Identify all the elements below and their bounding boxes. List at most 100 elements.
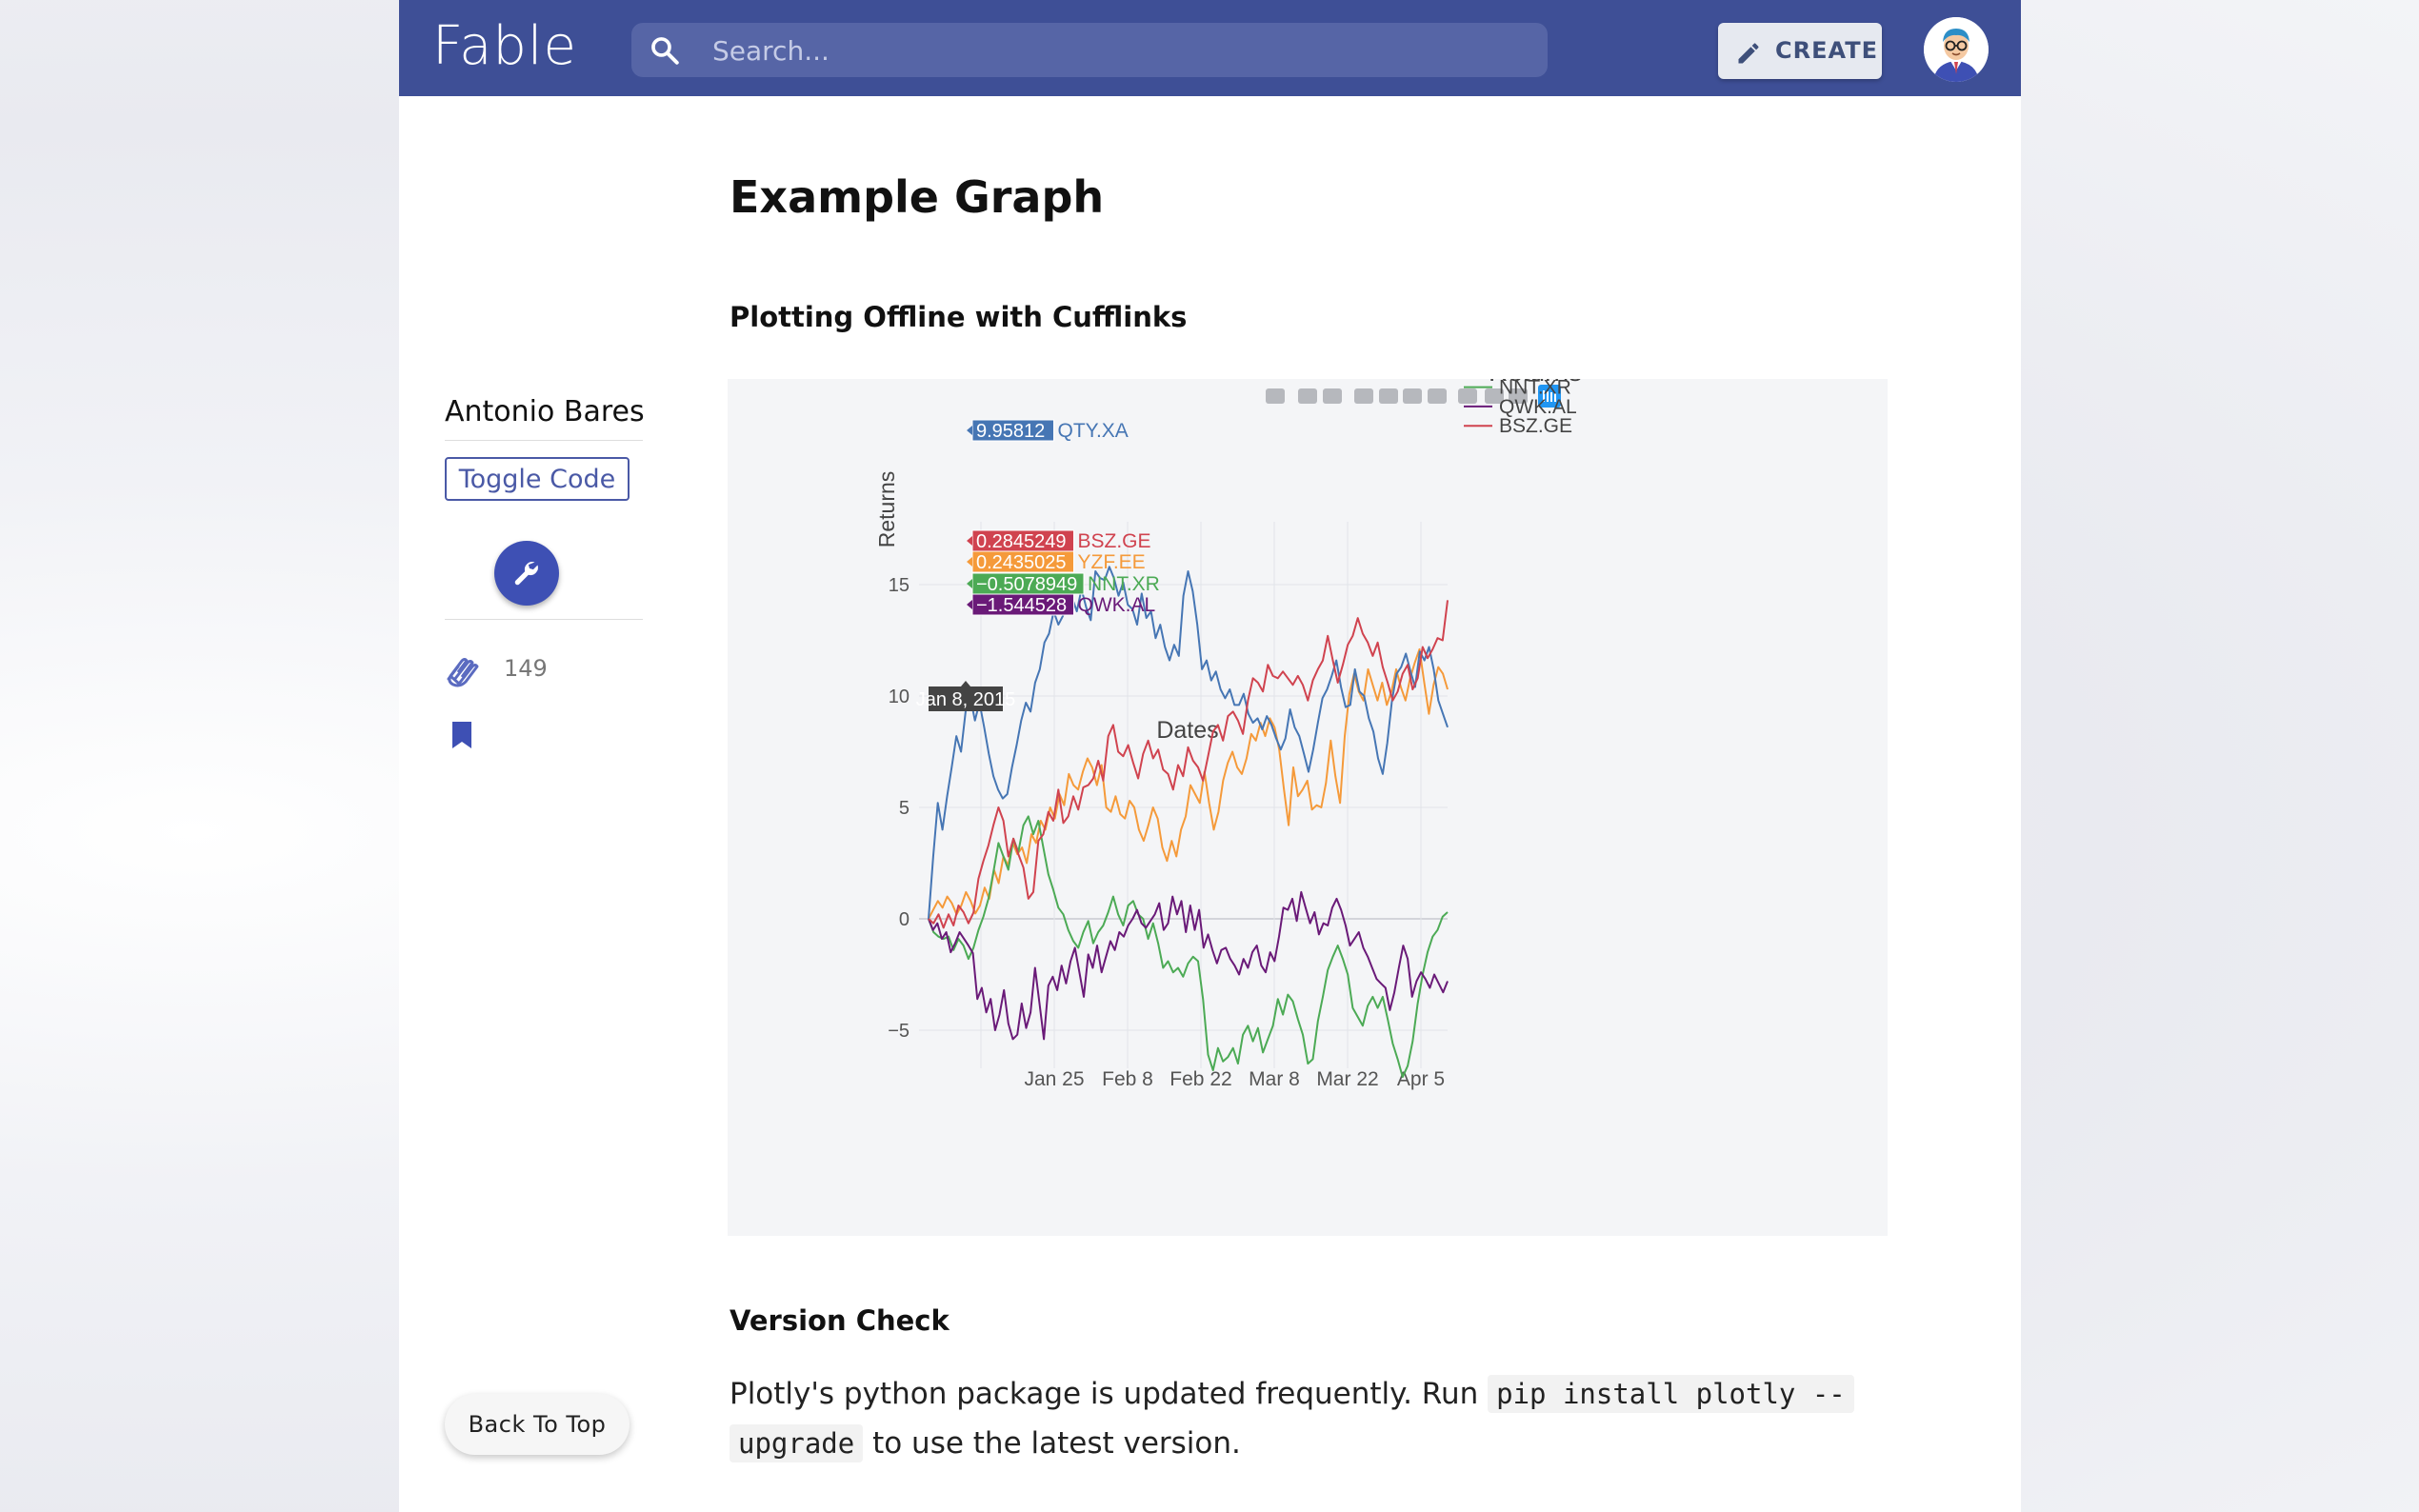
hover-label-series: NNT.XR bbox=[1088, 573, 1160, 595]
page: Fable Search... CREATE bbox=[399, 0, 2021, 1512]
camera-icon-shape bbox=[1266, 388, 1285, 404]
sidebar-divider bbox=[445, 619, 643, 620]
legend-label: QWK.AL bbox=[1499, 396, 1577, 418]
section-heading: Version Check bbox=[730, 1304, 950, 1337]
chart-svg[interactable]: 15 10 5 0 −5 Jan 25 Feb 8 Feb 22 Mar 8 Mar 22 Apr … bbox=[728, 379, 1888, 1236]
series-line-qwk-al bbox=[928, 890, 1449, 1041]
zoom-in-icon[interactable] bbox=[1354, 388, 1373, 404]
x-tick-label: Mar 22 bbox=[1316, 1068, 1378, 1090]
x-axis-title: Dates bbox=[1156, 717, 1218, 744]
hover-label: −1.544528 QWK.AL bbox=[967, 593, 1156, 616]
hover-label-value: 0.2845249 bbox=[976, 531, 1067, 552]
zoom-icon-shape bbox=[1298, 388, 1317, 404]
hover-label-value: −1.544528 bbox=[976, 595, 1067, 616]
legend-label: BSZ.GE bbox=[1499, 415, 1572, 437]
legend-label: NNT.XR bbox=[1499, 379, 1571, 399]
toggle-code-button[interactable]: Toggle Code bbox=[445, 457, 630, 501]
y-tick-label: 0 bbox=[899, 909, 910, 930]
zoom-out-icon[interactable] bbox=[1379, 388, 1398, 404]
search-bar[interactable]: Search... bbox=[631, 23, 1548, 77]
hover-closest-icon-shape bbox=[1485, 388, 1504, 404]
hover-label: 0.2435025 YZF.EE bbox=[967, 550, 1146, 573]
clap-count: 149 bbox=[504, 655, 548, 682]
hover-x-pointer bbox=[961, 681, 970, 686]
reset-axes-icon-shape bbox=[1428, 388, 1447, 404]
plotly-chart[interactable]: 15 10 5 0 −5 Jan 25 Feb 8 Feb 22 Mar 8 Mar 22 Apr … bbox=[728, 379, 1888, 1236]
zoom-out-icon-shape bbox=[1379, 388, 1398, 404]
author-name[interactable]: Antonio Bares bbox=[445, 395, 645, 428]
avatar-illustration-icon bbox=[1924, 17, 1989, 82]
series-line-yzf-ee bbox=[928, 647, 1449, 920]
series-line-bsz-ge bbox=[928, 600, 1449, 929]
paragraph-text: to use the latest version. bbox=[863, 1426, 1241, 1461]
plotly-logo-bar bbox=[1547, 391, 1549, 402]
autoscale-icon[interactable] bbox=[1403, 388, 1422, 404]
paragraph-text: Plotly's python package is updated frequ… bbox=[730, 1377, 1489, 1411]
series-line-qty-xa bbox=[928, 566, 1449, 920]
zoom-icon[interactable] bbox=[1298, 388, 1317, 404]
top-app-bar: Fable Search... CREATE bbox=[399, 0, 2021, 96]
back-to-top-button[interactable]: Back To Top bbox=[445, 1394, 630, 1455]
clap-icon[interactable] bbox=[445, 651, 485, 689]
autoscale-icon-shape bbox=[1403, 388, 1422, 404]
sidebar-divider bbox=[445, 440, 643, 441]
search-input[interactable]: Search... bbox=[712, 35, 830, 67]
hover-compare-icon-shape bbox=[1509, 388, 1528, 404]
inline-code: pip install plotly -- bbox=[1488, 1375, 1854, 1413]
plotly-logo-bar bbox=[1543, 390, 1545, 402]
plotly-logo-bar bbox=[1550, 392, 1552, 402]
hover-label-value: 9.95812 bbox=[976, 421, 1045, 442]
wrench-fab-button[interactable] bbox=[494, 541, 559, 606]
section-heading: Plotting Offline with Cufflinks bbox=[730, 301, 1188, 333]
hover-label-pointer bbox=[967, 536, 972, 546]
pan-icon[interactable] bbox=[1323, 388, 1342, 404]
x-tick-label: Jan 25 bbox=[1024, 1068, 1084, 1090]
hover-label-series: QWK.AL bbox=[1078, 594, 1156, 616]
camera-icon[interactable] bbox=[1266, 388, 1285, 404]
hover-label-value: −0.5078949 bbox=[976, 574, 1077, 595]
hover-closest-icon[interactable] bbox=[1485, 388, 1504, 404]
create-button[interactable]: CREATE bbox=[1718, 23, 1882, 79]
hover-label-series: BSZ.GE bbox=[1078, 530, 1151, 552]
zoom-in-icon-shape bbox=[1354, 388, 1373, 404]
search-icon bbox=[651, 37, 679, 65]
chart-title: Returns bbox=[1489, 379, 1582, 387]
y-axis-title: Returns bbox=[874, 471, 899, 548]
plotly-logo-icon[interactable] bbox=[1538, 385, 1561, 408]
series-line-nnt-xr bbox=[928, 815, 1449, 1079]
y-tick-label: 10 bbox=[889, 686, 910, 707]
x-tick-label: Mar 8 bbox=[1249, 1068, 1300, 1090]
user-avatar[interactable] bbox=[1924, 17, 1989, 82]
hover-label-pointer bbox=[967, 557, 972, 567]
y-tick-label: 15 bbox=[889, 575, 910, 596]
spike-lines-icon-shape bbox=[1458, 388, 1477, 404]
spike-lines-icon[interactable] bbox=[1458, 388, 1477, 404]
hover-label-pointer bbox=[967, 600, 972, 609]
hover-label-series: YZF.EE bbox=[1078, 551, 1146, 573]
hover-x-label: Jan 8, 2015 bbox=[916, 681, 1016, 711]
wrench-icon bbox=[514, 562, 538, 586]
bookmark-icon[interactable] bbox=[450, 720, 473, 750]
hover-label-pointer bbox=[967, 426, 972, 435]
pencil-icon bbox=[1738, 43, 1759, 64]
hover-compare-icon[interactable] bbox=[1509, 388, 1528, 404]
create-label: CREATE bbox=[1775, 37, 1878, 64]
pan-icon-shape bbox=[1323, 388, 1342, 404]
hover-x-box bbox=[929, 686, 1003, 711]
hover-label-series: QTY.XA bbox=[1058, 420, 1129, 442]
plotly-logo-bar bbox=[1554, 393, 1556, 402]
hover-label: 9.95812 QTY.XA bbox=[967, 419, 1129, 442]
x-tick-label: Feb 8 bbox=[1102, 1068, 1153, 1090]
hover-x-text: Jan 8, 2015 bbox=[916, 689, 1016, 710]
page-title: Example Graph bbox=[730, 171, 1105, 223]
paragraph: Plotly's python package is updated frequ… bbox=[730, 1369, 1872, 1468]
hover-label-value: 0.2435025 bbox=[976, 552, 1067, 573]
reset-axes-icon[interactable] bbox=[1428, 388, 1447, 404]
inline-code: upgrade bbox=[730, 1424, 864, 1462]
x-tick-label: Feb 22 bbox=[1170, 1068, 1231, 1090]
hover-label: −0.5078949 NNT.XR bbox=[967, 572, 1160, 595]
y-tick-label: 5 bbox=[899, 798, 910, 819]
x-tick-label: Apr 5 bbox=[1397, 1068, 1445, 1090]
y-tick-label: −5 bbox=[888, 1021, 910, 1042]
brand-logo[interactable]: Fable bbox=[432, 15, 577, 77]
